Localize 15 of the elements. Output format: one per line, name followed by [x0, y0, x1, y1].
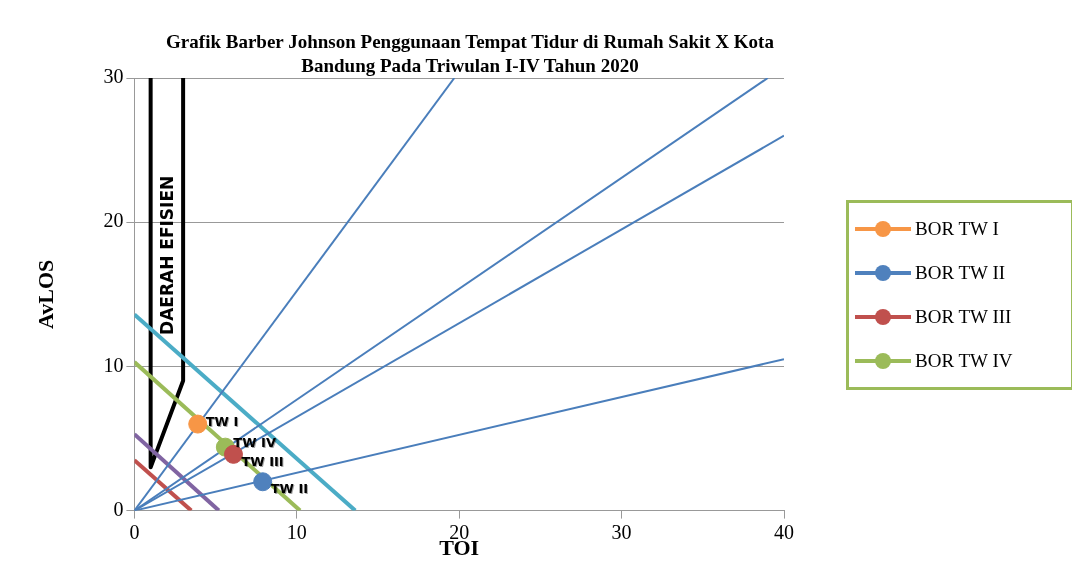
annotation: DAERAH EFISIEN	[156, 175, 177, 335]
y-tick-label: 0	[113, 497, 124, 520]
x-tick-label: 30	[611, 520, 632, 543]
legend-label: BOR TW I	[915, 218, 999, 240]
legend-label: BOR TW III	[915, 306, 1012, 328]
x-tick-label: 0	[129, 520, 140, 543]
chart-title: Grafik Barber Johnson Penggunaan Tempat Tidur di Rumah Sakit X Kota Bandung Pada Triwulan I-IV Tahun 2020	[165, 30, 775, 78]
legend-label: BOR TW IV	[915, 350, 1013, 372]
y-axis-title: AvLOS	[32, 259, 58, 329]
legend-label: BOR TW II	[915, 262, 1006, 284]
x-tick-label: 10	[286, 520, 307, 543]
x-tick-label: 40	[774, 520, 794, 543]
y-tick-label: 20	[103, 209, 124, 232]
y-tick-label: 30	[103, 65, 124, 88]
y-tick-label: 10	[103, 353, 124, 376]
